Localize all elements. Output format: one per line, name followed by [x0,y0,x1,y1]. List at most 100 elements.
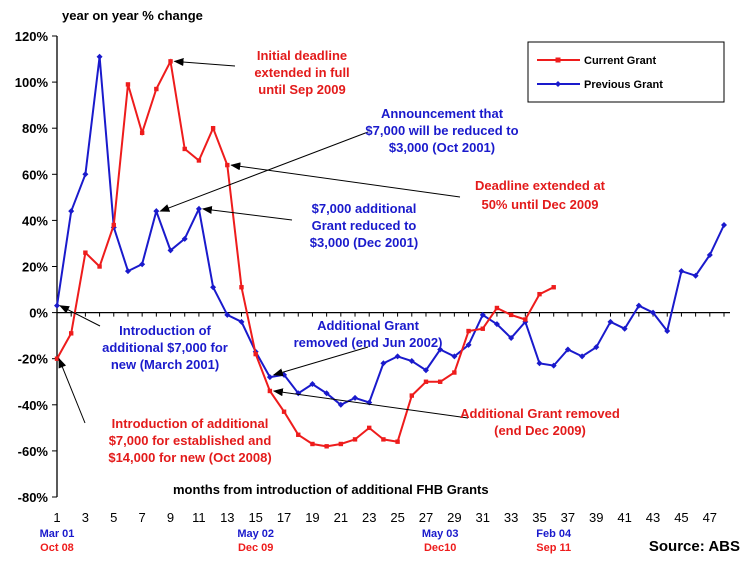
annotation-text: $3,000 (Oct 2001) [389,140,495,155]
data-point-current [508,312,514,318]
data-point-previous [635,302,642,309]
data-point-previous [238,318,245,325]
data-point-previous [621,325,628,332]
annotation-text: extended in full [254,65,349,80]
annotation-text: additional $7,000 for [102,340,228,355]
data-point-previous [650,309,657,316]
data-point-current [296,432,301,437]
data-point-previous [139,261,146,268]
annotation-text: Deadline extended at [475,178,606,193]
date-label-current: Dec 09 [238,542,273,554]
data-point-previous [607,318,614,325]
y-tick-label: -40% [18,398,49,413]
y-tick-label: 40% [22,213,48,228]
data-point-current [437,379,443,384]
data-point-current [239,285,244,290]
date-labels: Mar 01 Oct 08 May 02 Dec 09 May 03 Dec10 Feb 0… [40,528,572,554]
data-point-previous [422,367,429,374]
date-label-previous: Feb 04 [536,528,572,540]
data-point-previous [54,302,60,309]
annotation-arrows [58,58,469,424]
source-note: Source: ABS [649,538,740,555]
annotation-arrow [230,162,461,198]
data-point-previous [593,344,600,351]
x-tick-label: 9 [167,510,174,525]
annotation-arrow [272,346,369,377]
x-axis: 1 3 5 7 9 11 13 15 17 19 21 23 25 27 29 31 33 35 37 39 41 43 4… [53,311,730,525]
x-tick-label: 41 [617,510,631,525]
y-tick-label: 20% [22,260,48,275]
data-point-current [196,158,202,163]
annotation-text: $14,000 for new (Oct 2008) [108,450,271,465]
data-point-previous [721,222,727,229]
y-axis: 120% 100% 80% 60% 40% 20% 0% -20% -40% -60% -80% [15,29,58,505]
data-point-previous [352,394,359,401]
x-tick-label: 43 [646,510,660,525]
data-point-current [253,351,258,357]
annotation-text: Grant reduced to [312,218,417,233]
data-point-previous [451,353,458,360]
y-tick-label: 120% [15,29,49,44]
data-point-previous [309,381,316,388]
annotation-arrow [59,305,101,327]
data-point-previous [153,208,160,215]
data-point-previous [266,374,273,381]
x-tick-label: 3 [82,510,89,525]
annotation-text: $7,000 additional [312,201,417,216]
data-point-current [267,388,273,394]
y-tick-label: -60% [18,444,49,459]
annotation-text: Initial deadline [257,48,347,63]
data-point-current [523,317,528,322]
data-point-current [154,86,159,92]
data-point-current [367,425,372,431]
data-point-current [54,356,60,361]
legend-marker-previous [555,81,561,87]
annotation-arrow [159,131,369,212]
data-point-current [324,444,329,449]
data-point-previous [706,251,713,258]
y-axis-title: year on year % change [62,8,203,23]
legend-label-previous: Previous Grant [584,79,663,91]
annotation-text: removed (end Jun 2002) [294,335,443,350]
x-tick-label: 11 [192,510,206,525]
date-label-current: Oct 08 [40,542,74,554]
data-point-current [480,326,485,331]
x-tick-label: 25 [390,510,404,525]
x-tick-label: 13 [220,510,234,525]
data-point-current [281,409,287,414]
data-point-current [210,126,216,131]
y-tick-label: 0% [29,306,48,321]
data-point-current [83,250,88,255]
data-point-current [125,82,131,87]
series-line-previous [56,56,725,406]
x-tick-label: 35 [532,510,546,525]
data-point-current [395,439,400,444]
data-point-current [381,437,386,442]
date-label-previous: Mar 01 [40,528,75,540]
data-point-current [338,441,344,447]
date-label-current: Sep 11 [536,542,571,554]
x-tick-label: 31 [476,510,490,525]
data-point-previous [380,360,387,367]
annotation-text: Additional Grant [317,318,420,333]
annotation-text: $7,000 will be reduced to [365,123,518,138]
annotation-text: (end Dec 2009) [494,423,586,438]
y-tick-label: -20% [18,352,49,367]
data-point-previous [465,341,472,348]
data-point-current [466,328,471,334]
date-label-previous: May 03 [422,528,459,540]
data-point-current [68,331,74,336]
x-tick-label: 23 [362,510,376,525]
annotation-arrow [173,58,236,67]
data-point-current [97,264,102,269]
x-tick-label: 1 [53,510,60,525]
data-point-current [111,222,116,228]
y-tick-label: 100% [15,75,49,90]
x-tick-label: 47 [703,510,717,525]
annotations: Initial deadline extended in full until Se… [102,48,620,465]
data-point-previous [167,247,174,254]
legend: Current Grant Previous Grant [527,41,725,103]
legend-marker-current [555,57,561,63]
data-point-current [537,291,542,297]
